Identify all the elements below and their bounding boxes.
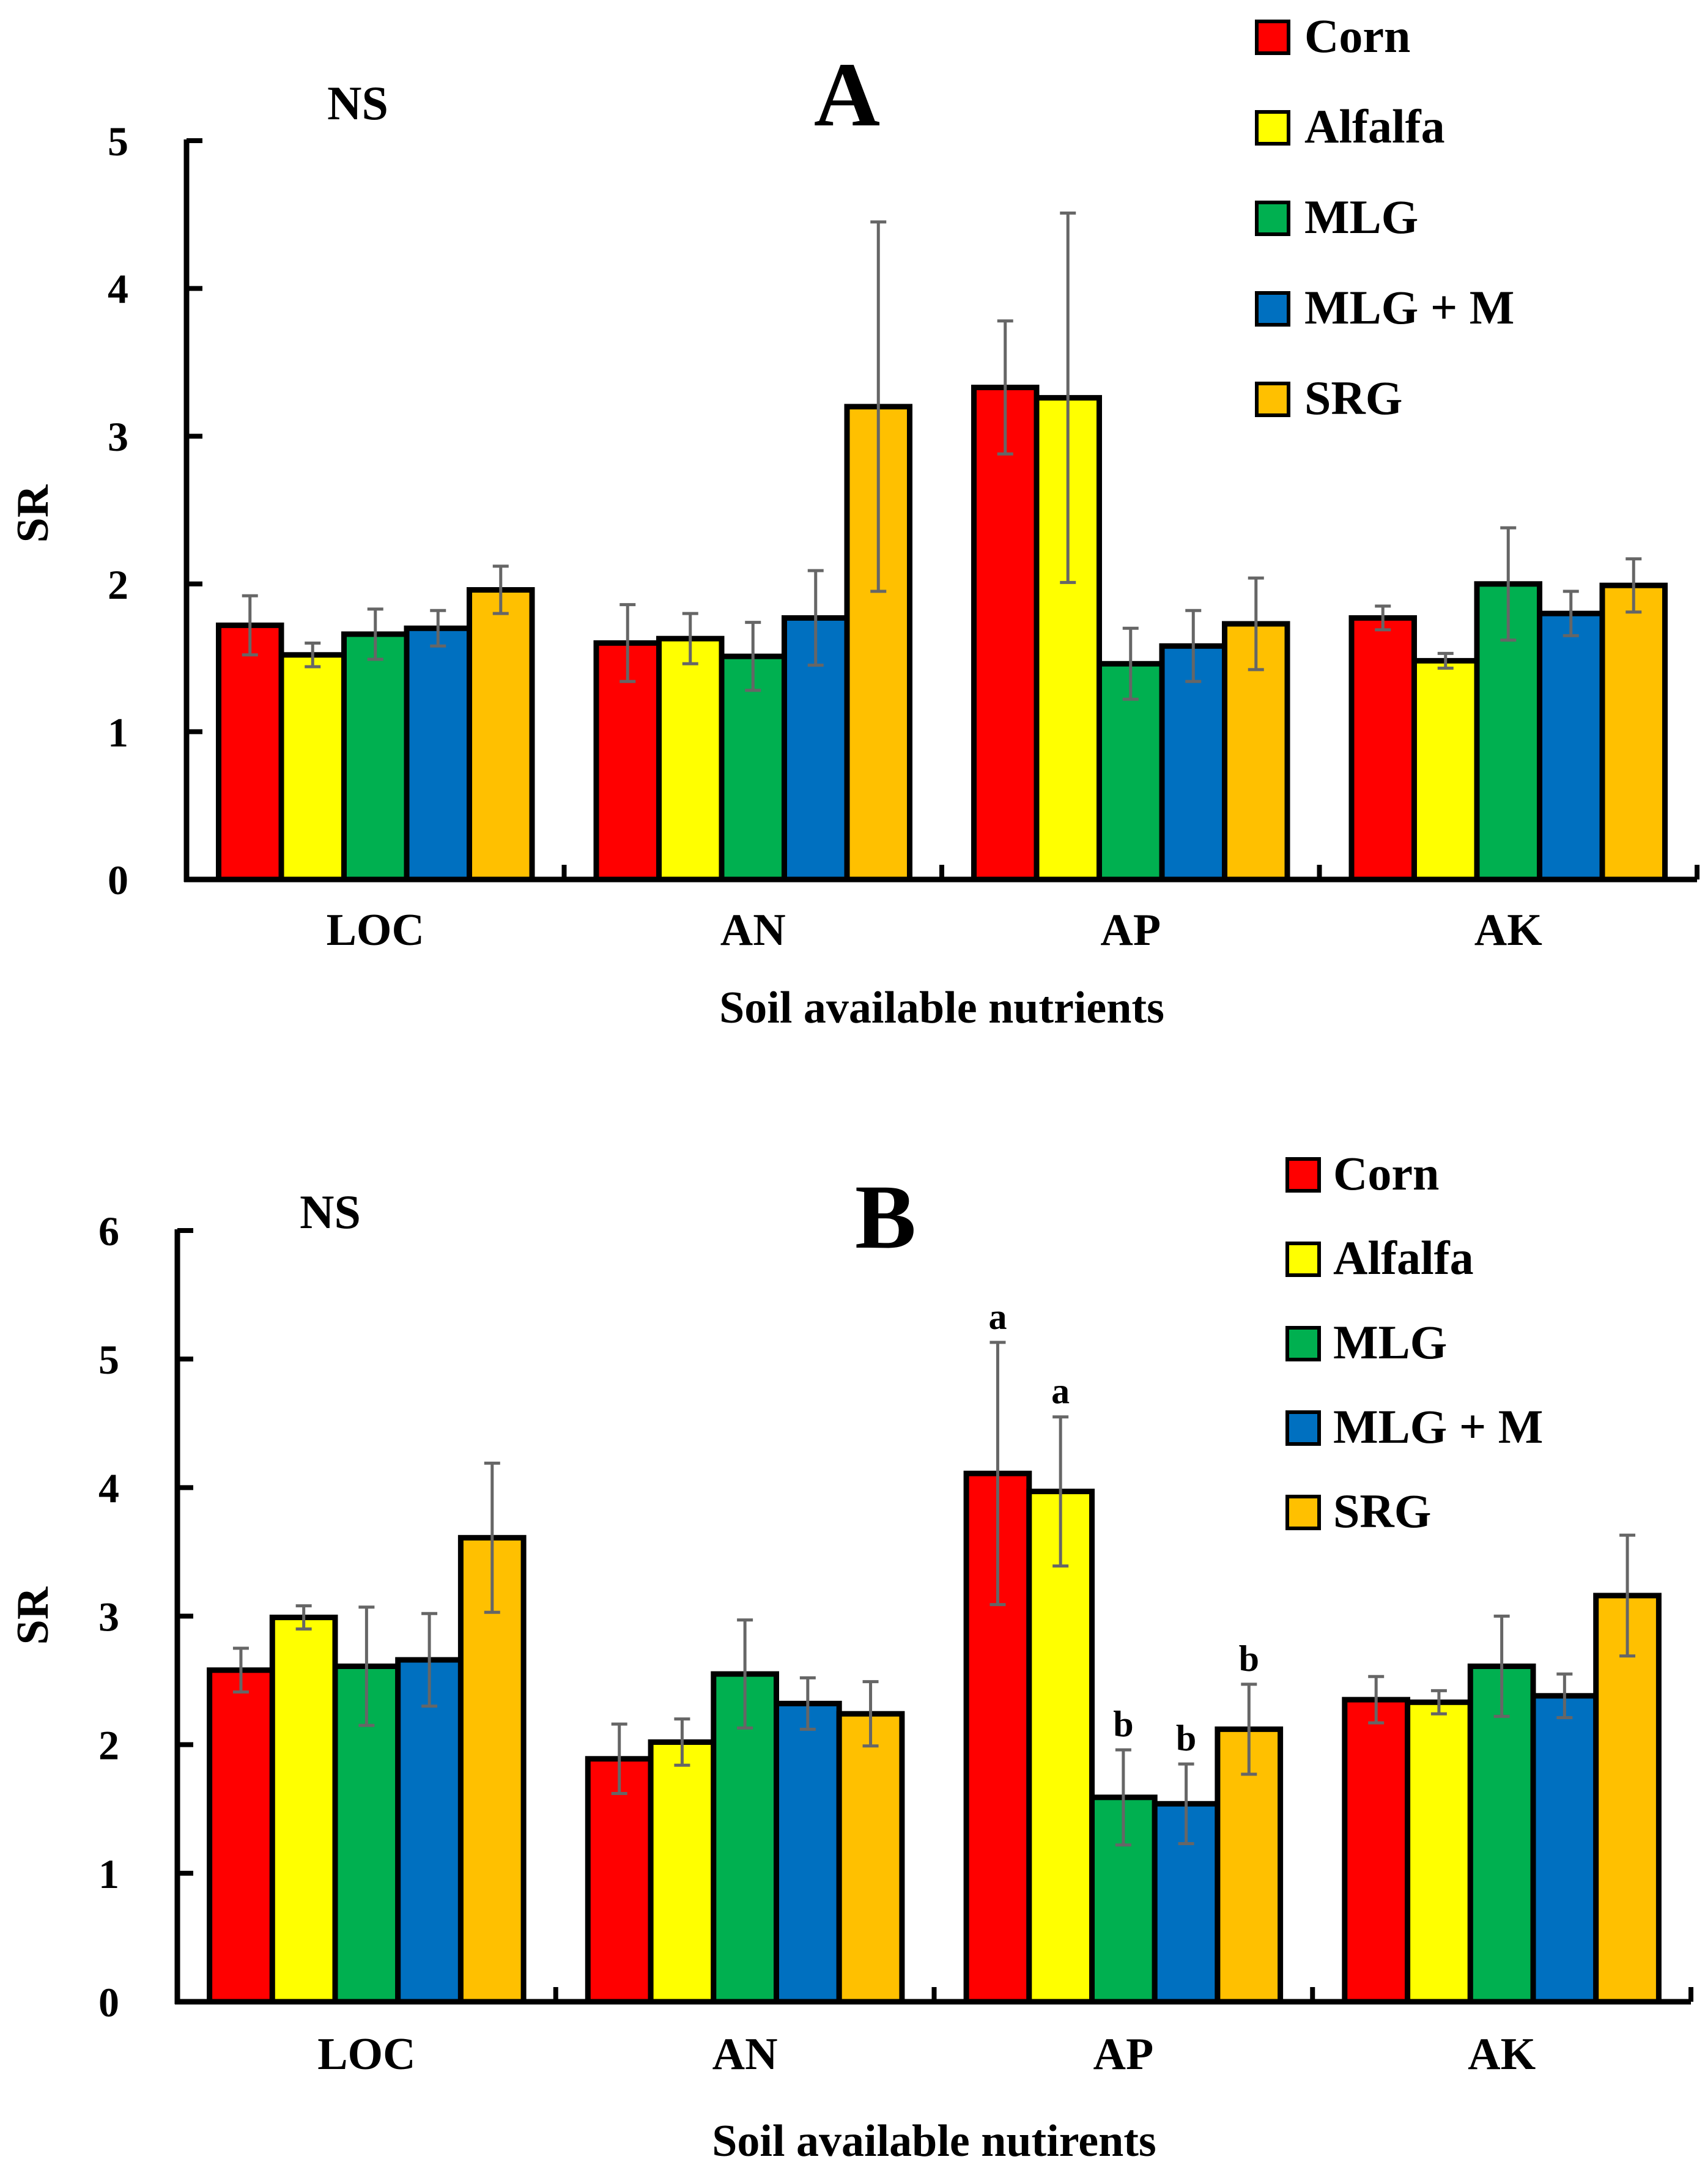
y-axis-title: SR xyxy=(8,484,58,542)
legend-label: SRG xyxy=(1333,1484,1431,1538)
y-axis-title: SR xyxy=(8,1586,58,1645)
ns-annotation: NS xyxy=(300,1185,361,1238)
legend-swatch xyxy=(1255,291,1290,327)
y-tick-label: 2 xyxy=(98,1722,119,1769)
significance-label: a xyxy=(1051,1371,1070,1412)
y-tick-label: 5 xyxy=(98,1336,119,1383)
bar-corn-ak xyxy=(1342,1697,1411,2005)
legend-swatch xyxy=(1285,1326,1321,1361)
bar-mlg-m-an xyxy=(774,1700,842,2005)
y-tick-label: 3 xyxy=(108,413,128,460)
legend-swatch xyxy=(1285,1410,1321,1446)
x-category-label: LOC xyxy=(317,2029,415,2079)
x-axis-title: Soil available nutrients xyxy=(719,983,1164,1033)
bar-mlg-m-ak xyxy=(1530,1693,1599,2005)
bar-mlg-m-loc xyxy=(395,1657,464,2005)
bar-alfalfa-ak xyxy=(1411,657,1480,883)
y-tick-label: 2 xyxy=(108,561,128,608)
y-tick-label: 4 xyxy=(108,266,128,313)
x-category-label: AK xyxy=(1468,2029,1536,2079)
significance-label: a xyxy=(988,1297,1007,1337)
legend-swatch xyxy=(1285,1157,1321,1193)
bar-alfalfa-an xyxy=(656,635,725,883)
y-tick-label: 6 xyxy=(98,1208,119,1254)
legend-label: MLG + M xyxy=(1333,1400,1543,1453)
legend: Corn Alfalfa MLG MLG + M SRG xyxy=(1285,1147,1543,1538)
chart-panel-b: a a b b b 0 1 2 3 4 5 6 LOC AN AP AK Soil available nuti… xyxy=(8,1147,1693,2166)
x-category-label: AP xyxy=(1100,905,1161,955)
bar-corn-ap xyxy=(971,385,1040,883)
y-tick-label: 1 xyxy=(98,1851,119,1897)
bar-srg-ak xyxy=(1599,582,1668,883)
legend-label: Alfalfa xyxy=(1304,100,1445,153)
legend-label: MLG xyxy=(1304,190,1418,243)
significance-label: b xyxy=(1239,1638,1259,1679)
bar-corn-loc xyxy=(216,622,284,883)
bar-mlg-m-ak xyxy=(1537,610,1605,883)
legend-label: MLG xyxy=(1333,1316,1447,1369)
ns-annotation: NS xyxy=(327,76,388,130)
legend-swatch xyxy=(1285,1495,1321,1530)
chart-panel-a: 0 1 2 3 4 5 LOC AN AP AK Soil available nutrients S… xyxy=(8,9,1699,1033)
legend-swatch xyxy=(1285,1242,1321,1277)
legend-label: MLG + M xyxy=(1304,281,1514,334)
bar-srg-ak xyxy=(1593,1593,1662,2005)
significance-label: b xyxy=(1176,1718,1196,1758)
bar-alfalfa-ap xyxy=(1026,1489,1095,2005)
bar-srg-an xyxy=(836,1711,905,2005)
x-category-label: AK xyxy=(1474,905,1542,955)
legend-swatch xyxy=(1255,20,1290,55)
bar-corn-ak xyxy=(1348,615,1417,883)
x-category-label: AN xyxy=(712,2029,778,2079)
significance-label: b xyxy=(1113,1704,1133,1744)
bar-corn-loc xyxy=(207,1667,275,2005)
bar-alfalfa-loc xyxy=(278,652,347,883)
y-tick-label: 0 xyxy=(108,857,128,903)
bar-corn-an xyxy=(585,1756,654,2005)
y-tick-label: 5 xyxy=(108,118,128,165)
bar-mlg-m-loc xyxy=(404,625,472,883)
bar-mlg-loc xyxy=(341,631,410,883)
y-tick-label: 1 xyxy=(108,709,128,755)
legend-label: Corn xyxy=(1333,1147,1439,1200)
x-category-label: AP xyxy=(1093,2029,1154,2079)
bar-alfalfa-loc xyxy=(269,1615,338,2005)
y-tick-label: 0 xyxy=(98,1979,119,2026)
panel-letter: B xyxy=(855,1166,916,1268)
panel-letter: A xyxy=(814,44,880,146)
x-category-label: LOC xyxy=(327,905,424,955)
legend-label: Corn xyxy=(1304,9,1410,62)
legend-swatch xyxy=(1255,110,1290,146)
y-tick-label: 3 xyxy=(98,1594,119,1640)
bar-alfalfa-ak xyxy=(1405,1699,1473,2005)
legend: Corn Alfalfa MLG MLG + M SRG xyxy=(1255,9,1514,424)
y-tick-label: 4 xyxy=(98,1465,119,1511)
x-category-label: AN xyxy=(720,905,786,955)
bar-alfalfa-an xyxy=(648,1739,717,2005)
legend-label: SRG xyxy=(1304,371,1402,424)
legend-label: Alfalfa xyxy=(1333,1231,1474,1284)
bar-srg-loc xyxy=(467,587,535,883)
legend-swatch xyxy=(1255,201,1290,236)
x-axis-title: Soil available nutirents xyxy=(712,2116,1156,2166)
legend-swatch xyxy=(1255,382,1290,417)
